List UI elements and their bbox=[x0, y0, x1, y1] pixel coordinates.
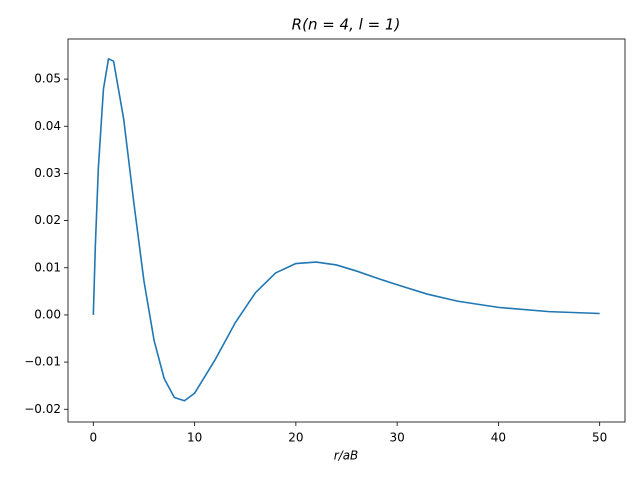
x-tick-label: 50 bbox=[592, 431, 607, 445]
y-tick-label: 0.01 bbox=[34, 260, 61, 274]
x-tick-label: 0 bbox=[89, 431, 97, 445]
x-tick-label: 30 bbox=[389, 431, 404, 445]
chart-title: R(n = 4, l = 1) bbox=[292, 16, 401, 34]
x-axis-label: r/aB bbox=[334, 449, 359, 463]
x-tick-label: 40 bbox=[491, 431, 506, 445]
y-tick-label: 0.04 bbox=[34, 119, 61, 133]
y-tick-label: 0.03 bbox=[34, 166, 61, 180]
y-tick-label: 0.02 bbox=[34, 213, 61, 227]
plot-frame bbox=[67, 38, 626, 423]
data-line bbox=[92, 58, 600, 402]
y-tick-label: 0.00 bbox=[34, 307, 61, 321]
y-tick-label: −0.01 bbox=[24, 355, 61, 369]
x-tick-label: 10 bbox=[187, 431, 202, 445]
y-tick-label: −0.02 bbox=[24, 402, 61, 416]
x-tick-label: 20 bbox=[288, 431, 303, 445]
y-tick-label: 0.05 bbox=[34, 72, 61, 86]
